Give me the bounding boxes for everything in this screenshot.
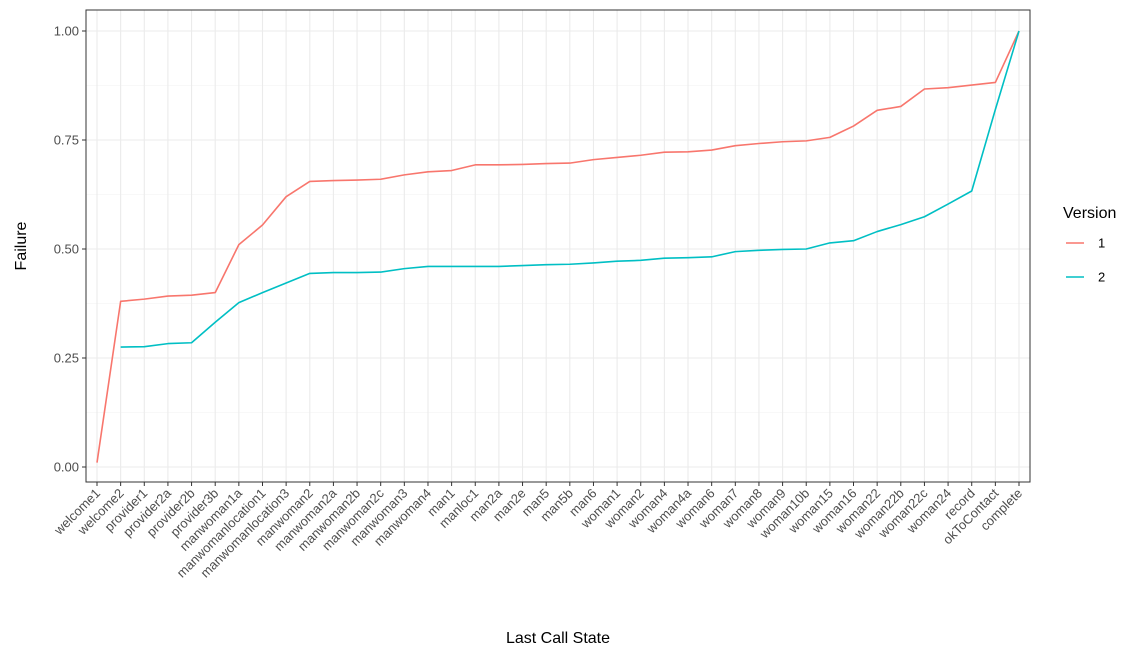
legend-label-1: 1 bbox=[1098, 236, 1105, 251]
legend-label-2: 2 bbox=[1098, 270, 1105, 285]
y-tick-label: 1.00 bbox=[54, 24, 79, 39]
y-tick-label: 0.00 bbox=[54, 460, 79, 475]
series-line-1 bbox=[96, 30, 1020, 463]
x-axis: welcome1welcome2provider1provider2aprovi… bbox=[50, 482, 1025, 580]
y-axis-title: Failure bbox=[13, 221, 30, 270]
y-axis: 0.00 0.25 0.50 0.75 1.00 bbox=[54, 24, 86, 475]
plot-border bbox=[85, 9, 1031, 483]
y-tick-label: 0.25 bbox=[54, 351, 79, 366]
series-lines bbox=[96, 30, 1020, 463]
y-tick-label: 0.50 bbox=[54, 242, 79, 257]
plot-panel bbox=[86, 10, 1030, 482]
legend: Version 1 2 bbox=[1063, 205, 1116, 289]
y-tick-label: 0.75 bbox=[54, 133, 79, 148]
grid-lines bbox=[86, 10, 1030, 482]
legend-title: Version bbox=[1063, 205, 1116, 222]
x-axis-title: Last Call State bbox=[506, 630, 610, 647]
series-line-2 bbox=[120, 30, 1020, 348]
